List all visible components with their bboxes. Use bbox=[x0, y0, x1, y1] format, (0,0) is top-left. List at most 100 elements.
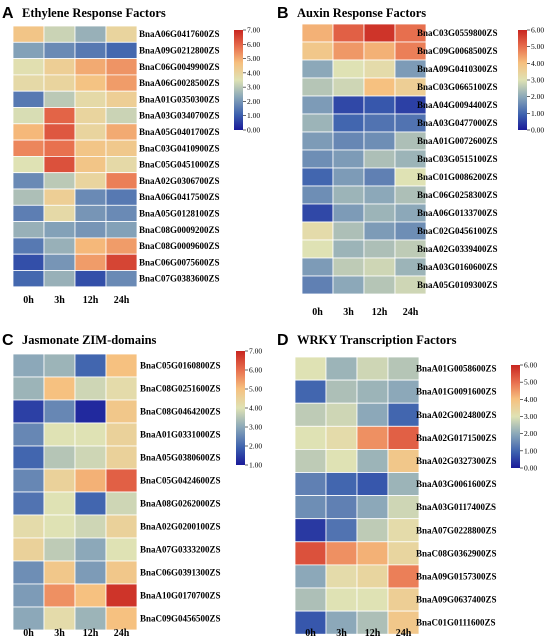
colorbar-tick-label: 2.00 bbox=[531, 92, 544, 101]
panel-title: WRKY Transcription Factors bbox=[297, 333, 457, 347]
colorbar-tick-label: 5.00 bbox=[247, 54, 260, 63]
heatmap-cell bbox=[387, 425, 420, 450]
x-tick-label: 3h bbox=[54, 628, 65, 639]
heatmap-cell bbox=[105, 422, 138, 447]
heatmap-cell bbox=[12, 155, 45, 174]
heatmap-cell bbox=[332, 257, 365, 277]
gene-label: BnaC03G0515100ZS bbox=[417, 154, 498, 164]
gene-label: BnaA01G0350300ZS bbox=[139, 94, 220, 104]
heatmap-cell bbox=[74, 376, 107, 401]
heatmap-cell bbox=[12, 353, 45, 378]
heatmap-cell bbox=[43, 204, 76, 223]
heatmap-cell bbox=[325, 379, 358, 404]
heatmap-cell bbox=[105, 155, 138, 174]
heatmap-cell bbox=[325, 472, 358, 497]
gene-label: BnaA05G0109300ZS bbox=[417, 280, 498, 290]
heatmap-cell bbox=[356, 379, 389, 404]
heatmap-cell bbox=[332, 131, 365, 151]
gene-label: BnaC01G0111600ZS bbox=[416, 618, 496, 628]
heatmap-cell bbox=[43, 537, 76, 562]
colorbar-tick-label: 0.00 bbox=[524, 464, 537, 473]
heatmap-cell bbox=[356, 518, 389, 543]
colorbar-tick-label: 0.00 bbox=[247, 126, 260, 135]
heatmap-cell bbox=[387, 448, 420, 473]
heatmap-cell bbox=[12, 237, 45, 255]
heatmap-cell bbox=[43, 41, 76, 59]
heatmap-cell bbox=[105, 399, 138, 424]
gene-label: BnaC01G0086200ZS bbox=[417, 172, 498, 182]
colorbar-tick-label: 5.00 bbox=[524, 378, 537, 387]
heatmap-cell bbox=[332, 203, 365, 223]
gene-label: BnaA06G0133700ZS bbox=[417, 208, 498, 218]
gene-label: BnaC02G0456100ZS bbox=[417, 226, 498, 236]
heatmap-cell bbox=[43, 514, 76, 539]
gene-label: BnaA03G0340700ZS bbox=[139, 111, 220, 121]
colorbar-tick-label: 4.00 bbox=[531, 59, 544, 68]
heatmap-cell bbox=[363, 95, 396, 115]
heatmap-cell bbox=[12, 560, 45, 585]
gene-label: BnaA06G0417500ZS bbox=[139, 192, 220, 202]
heatmap-cell bbox=[332, 77, 365, 97]
heatmap-cell bbox=[363, 203, 396, 223]
heatmap-cell bbox=[325, 425, 358, 450]
gene-label: BnaC05G0451000ZS bbox=[139, 160, 220, 170]
heatmap-cell bbox=[301, 113, 334, 133]
heatmap-cell bbox=[43, 376, 76, 401]
colorbar-tick-label: 4.00 bbox=[249, 404, 262, 413]
heatmap-cell bbox=[43, 188, 76, 206]
x-tick-label: 0h bbox=[305, 628, 316, 639]
heatmap-cell bbox=[43, 583, 76, 608]
colorbar-tick-label: 4.00 bbox=[524, 395, 537, 404]
heatmap-cell bbox=[74, 123, 107, 141]
heatmap-cell bbox=[356, 472, 389, 497]
heatmap-cell bbox=[325, 448, 358, 473]
heatmap-cell bbox=[301, 77, 334, 97]
heatmap-cell bbox=[294, 356, 327, 381]
gene-label: BnaC09G0456500ZS bbox=[140, 614, 221, 624]
heatmap-cell bbox=[43, 25, 76, 43]
heatmap-cell bbox=[301, 95, 334, 115]
gene-label: BnaA05G0128100ZS bbox=[139, 208, 220, 218]
heatmap-cell bbox=[43, 422, 76, 447]
heatmap-cell bbox=[325, 587, 358, 612]
heatmap-cell bbox=[12, 221, 45, 239]
gene-label: BnaA06G0028500ZS bbox=[139, 78, 220, 88]
heatmap-cell bbox=[74, 514, 107, 539]
heatmap-cell bbox=[12, 253, 45, 271]
heatmap-cell bbox=[43, 353, 76, 378]
heatmap-cell bbox=[387, 379, 420, 404]
heatmap-cell bbox=[332, 149, 365, 169]
heatmap-cell bbox=[325, 356, 358, 381]
colorbar-tick-label: 7.00 bbox=[249, 347, 262, 356]
heatmap-cell bbox=[105, 253, 138, 271]
heatmap-cell bbox=[363, 59, 396, 79]
heatmap-cell bbox=[12, 123, 45, 141]
panel-letter: C bbox=[2, 332, 14, 349]
colorbar-tick-label: 4.00 bbox=[247, 68, 260, 77]
heatmap-cell bbox=[294, 518, 327, 543]
x-tick-label: 12h bbox=[83, 628, 99, 639]
x-tick-label: 12h bbox=[83, 295, 99, 306]
heatmap-cell bbox=[301, 167, 334, 187]
x-tick-label: 0h bbox=[23, 628, 34, 639]
heatmap-cell bbox=[325, 495, 358, 520]
gene-label: BnaA02G0327300ZS bbox=[416, 456, 497, 466]
gene-label: BnaC05G0160800ZS bbox=[140, 361, 221, 371]
heatmap-cell bbox=[43, 221, 76, 239]
heatmap-cell bbox=[301, 185, 334, 205]
colorbar-tick-label: 5.00 bbox=[531, 42, 544, 51]
heatmap-cell bbox=[74, 204, 107, 223]
colorbar-tick-label: 5.00 bbox=[249, 385, 262, 394]
colorbar bbox=[236, 351, 245, 465]
heatmap-cell bbox=[12, 514, 45, 539]
heatmap-cell bbox=[43, 74, 76, 92]
gene-label: BnaA09G0212800ZS bbox=[139, 45, 220, 55]
heatmap-cell bbox=[363, 23, 396, 43]
heatmap-cell bbox=[74, 74, 107, 92]
heatmap-cell bbox=[74, 41, 107, 59]
gene-label: BnaC03G0559800ZS bbox=[417, 28, 498, 38]
gene-label: BnaA03G0477000ZS bbox=[417, 118, 498, 128]
heatmap-cell bbox=[387, 356, 420, 381]
heatmap-cell bbox=[387, 564, 420, 589]
panel-letter: A bbox=[2, 5, 14, 22]
